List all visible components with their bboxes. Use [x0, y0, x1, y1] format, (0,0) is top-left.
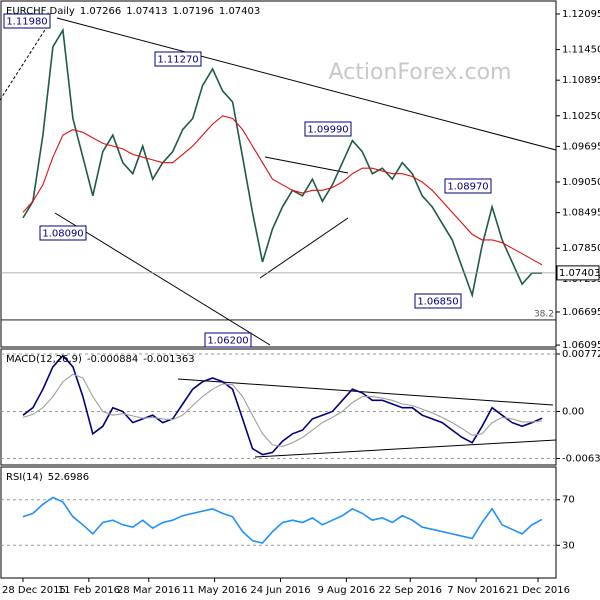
annotation-box	[414, 293, 462, 309]
fib-label: 38.2	[534, 309, 554, 319]
y-tick-label: 30	[562, 540, 575, 551]
trendline	[264, 156, 349, 174]
x-tick-label: 24 Jun 2016	[250, 585, 310, 596]
trendline	[259, 217, 349, 279]
header-value: -0.000884	[87, 354, 138, 365]
last-price-box	[556, 265, 600, 281]
annotation-label: 1.09990	[307, 125, 348, 136]
panel-title: MACD(12,26,9) -0.000884 -0.001363	[6, 354, 195, 365]
macd-panel	[0, 348, 557, 466]
annotation-box	[204, 332, 252, 348]
y-tick-label: 0.00	[562, 406, 584, 417]
annotation-label: 1.06850	[417, 297, 458, 308]
panel-title: EURCHF,Daily 1.07266 1.07413 1.07196 1.07403	[6, 6, 260, 17]
trendline	[0, 21, 51, 101]
title: RSI(14)	[6, 472, 43, 483]
y-tick-label: 1.09695	[562, 141, 600, 152]
trendline	[177, 378, 554, 406]
y-tick-label: 0.007726	[562, 349, 600, 360]
trendline	[56, 17, 557, 151]
x-tick-label: 11 May 2016	[182, 585, 247, 596]
y-tick-label: -0.006327	[562, 454, 600, 465]
rsi-panel	[0, 466, 557, 579]
title: EURCHF,Daily	[6, 6, 75, 17]
x-tick-label: 28 Mar 2016	[117, 585, 180, 596]
annotation-box	[3, 13, 51, 29]
last-price-label: 1.07403	[559, 268, 600, 279]
annotation-box	[39, 225, 87, 241]
series-line	[22, 354, 543, 456]
annotation-box	[444, 178, 492, 194]
series-line	[22, 115, 543, 266]
series-line	[22, 373, 543, 447]
header-value: 1.07266	[80, 6, 121, 17]
y-tick-label: 1.06095	[562, 340, 600, 351]
annotation-label: 1.08090	[42, 229, 83, 240]
y-tick-label: 1.08495	[562, 208, 600, 219]
annotation-label: 1.06200	[207, 336, 248, 347]
x-tick-label: 21 Dec 2016	[506, 585, 570, 596]
y-tick-label: 1.06695	[562, 307, 600, 318]
trendline	[254, 439, 557, 458]
trendline	[54, 212, 271, 346]
title: MACD(12,26,9)	[6, 354, 82, 365]
y-tick-label: 1.07850	[562, 243, 600, 254]
x-tick-label: 9 Aug 2016	[318, 585, 376, 596]
x-tick-label: 22 Sep 2016	[379, 585, 442, 596]
y-tick-label: 1.12095	[562, 9, 600, 20]
panel-title: RSI(14) 52.6986	[6, 472, 89, 483]
header-value: -0.001363	[143, 354, 194, 365]
annotation-label: 1.08970	[447, 182, 488, 193]
x-tick-label: 7 Nov 2016	[447, 585, 505, 596]
series-line	[22, 27, 542, 299]
series-line	[22, 496, 543, 544]
y-tick-label: 70	[562, 495, 575, 506]
watermark: ActionForex.com	[329, 60, 512, 85]
price-panel	[0, 0, 557, 348]
annotation-box	[304, 121, 352, 137]
header-value: 52.6986	[48, 472, 89, 483]
header-value: 1.07403	[219, 6, 260, 17]
y-tick-label: 1.11450	[562, 45, 600, 56]
header-value: 1.07196	[173, 6, 214, 17]
x-tick-label: 28 Dec 2015	[2, 585, 66, 596]
y-tick-label: 1.10250	[562, 111, 600, 122]
x-tick-label: 11 Feb 2016	[58, 585, 120, 596]
annotation-label: 1.11980	[6, 17, 47, 28]
y-tick-label: 1.09050	[562, 177, 600, 188]
annotation-label: 1.11270	[157, 55, 198, 66]
y-tick-label: 1.10895	[562, 75, 600, 86]
annotation-box	[154, 51, 202, 67]
header-value: 1.07413	[126, 6, 167, 17]
